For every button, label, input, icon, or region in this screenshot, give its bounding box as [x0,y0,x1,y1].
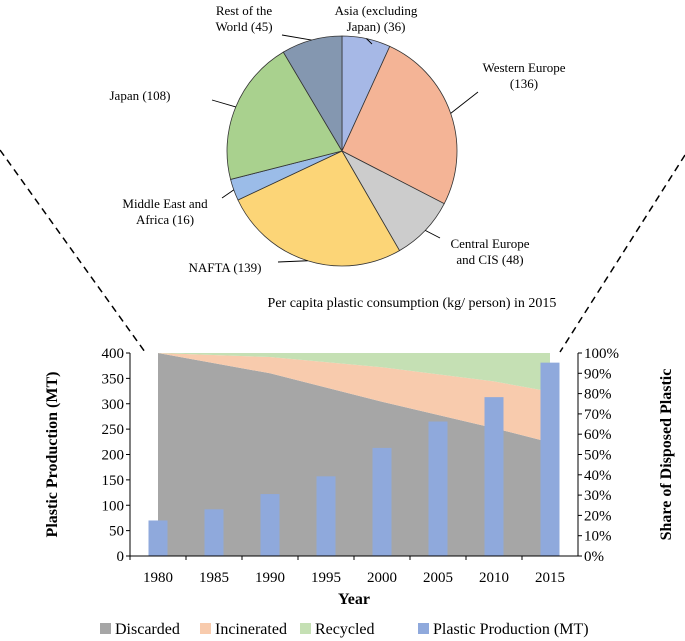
bar-1980 [148,520,168,556]
y-right-tick-label: 20% [584,508,612,524]
zoom-connector-left [0,149,146,353]
pie-slice [226,51,343,180]
x-tick-label: 2000 [367,570,397,586]
y-right-tick-label: 50% [584,448,612,464]
pie-slice-label: Japan (108) [109,88,170,103]
y-left-tick-label: 200 [102,448,125,464]
pie-slice-label: Rest of the World (45) [215,3,272,34]
y-left-tick-label: 300 [102,397,125,413]
x-axis-title: Year [338,591,370,608]
y-right-tick-label: 0% [584,549,604,565]
bar-2005 [428,421,448,556]
bar-2015 [540,362,560,556]
y-right-tick-label: 80% [584,387,612,403]
bar-1990 [260,494,280,556]
pie-slice-label: Western Europe (136) [482,60,565,91]
pie-leader-line [221,189,235,199]
x-tick-label: 1990 [255,570,285,586]
legend-label: Incinerated [215,621,287,638]
y-right-tick-label: 40% [584,468,612,484]
legend-label: Discarded [115,621,180,638]
y-left-tick-label: 350 [102,371,125,387]
x-tick-label: 1985 [199,570,229,586]
pie-slice [341,45,458,205]
area-incinerated [158,353,550,443]
y-right-tick-label: 90% [584,366,612,382]
pie-leader-line [425,229,441,239]
x-tick-label: 1995 [311,570,341,586]
bar-2010 [484,397,504,556]
y-left-tick-label: 150 [102,473,125,489]
area-discarded [158,353,550,556]
y-left-tick-label: 400 [102,346,125,362]
legend-label: Recycled [315,621,375,638]
pie-leader-line [366,38,373,45]
y-right-tick-label: 100% [584,346,619,362]
zoom-connector-right [559,154,685,353]
y-left-tick-label: 100 [102,498,125,514]
y-left-tick-label: 250 [102,422,125,438]
legend-swatch [200,623,211,634]
pie-title: Per capita plastic consumption (kg/ pers… [268,296,557,311]
y-axis-left-title: Plastic Production (MT) [44,372,61,538]
y-left-tick-label: 50 [109,524,124,540]
pie-slice-label: Asia (excluding Japan) (36) [335,3,418,34]
bar-2000 [372,447,392,556]
x-tick-label: 2010 [479,570,509,586]
legend-label: Plastic Production (MT) [433,621,589,638]
pie-slice-label: NAFTA (139) [189,260,262,275]
legend-swatch [418,623,429,634]
x-tick-label: 2005 [423,570,453,586]
bar-1995 [316,476,336,556]
area-recycled [158,353,550,392]
pie-slice-label: Central Europe and CIS (48) [450,236,529,267]
y-left-tick-label: 0 [117,549,125,565]
y-right-tick-label: 30% [584,488,612,504]
legend-swatch [300,623,311,634]
pie-leader-line [211,99,236,108]
y-right-tick-label: 60% [584,427,612,443]
legend: Discarded Incinerated Recycled Plastic Prod… [100,621,589,638]
x-tick-label: 2015 [535,570,565,586]
pie-chart: Asia (excluding Japan) (36) Western Europe… [109,3,565,275]
y-axis-right-title: Share of Disposed Plastic [658,369,675,541]
combo-chart: 0 50 100 150 200 250 300 350 400 0% 10% 20% 30% 40% 50… [44,346,675,608]
bar-1985 [204,509,224,556]
pie-leader-line [450,91,479,114]
y-right-tick-label: 70% [584,407,612,423]
pie-leader-line [281,34,312,41]
pie-leader-line [277,260,308,263]
pie-slice-label: Middle East and Africa (16) [122,196,208,227]
y-right-tick-label: 10% [584,529,612,545]
pie-slice [282,35,343,153]
legend-swatch [100,623,111,634]
x-tick-label: 1980 [143,570,173,586]
